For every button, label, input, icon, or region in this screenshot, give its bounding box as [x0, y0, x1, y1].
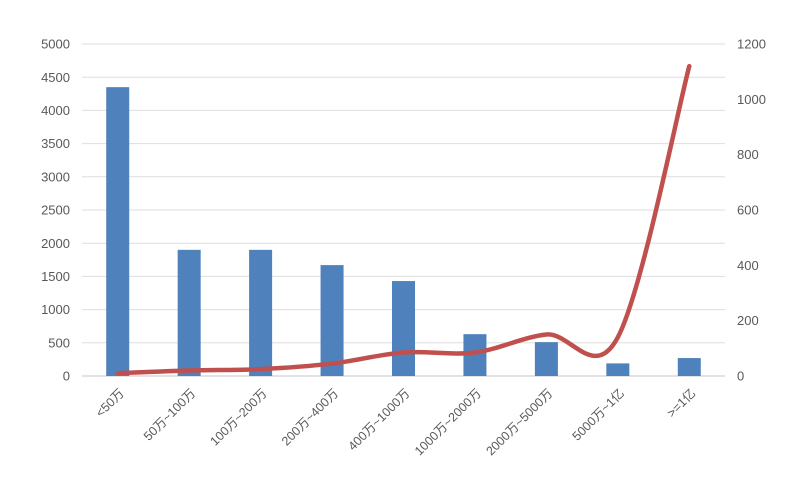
y-axis-right-tick-label: 600 [737, 203, 759, 218]
bar [606, 363, 630, 376]
y-axis-left-tick-label: 5000 [41, 37, 70, 52]
y-axis-left: 0 500 1000 1500 2000 2500 3000 3500 4000 4500 5000 [41, 37, 70, 384]
y-axis-left-tick-label: 3000 [41, 169, 70, 184]
y-axis-right-tick-label: 800 [737, 147, 759, 162]
y-axis-right-tick-label: 400 [737, 258, 759, 273]
x-axis-category-label: 50万~100万 [141, 386, 198, 443]
y-axis-right-tick-label: 200 [737, 313, 759, 328]
x-axis-category-label: 5000万~1亿 [569, 386, 627, 444]
x-axis-category-label: 400万~1000万 [345, 386, 412, 453]
x-axis-category-label: 100万~200万 [207, 386, 269, 448]
x-axis-category-label: 200万~400万 [279, 386, 341, 448]
y-axis-left-tick-label: 4000 [41, 103, 70, 118]
bar-series [106, 87, 701, 376]
y-axis-left-tick-label: 4500 [41, 70, 70, 85]
y-axis-left-tick-label: 2500 [41, 203, 70, 218]
bar [320, 265, 344, 376]
x-axis-category-label: 1000万~2000万 [412, 386, 484, 458]
y-axis-right-tick-label: 1200 [737, 37, 766, 52]
bar [677, 358, 701, 376]
y-axis-left-tick-label: 3500 [41, 136, 70, 151]
bar [463, 334, 487, 376]
y-axis-left-tick-label: 500 [48, 335, 70, 350]
x-axis: <50万 50万~100万 100万~200万 200万~400万 400万~1000万… [93, 386, 698, 459]
bar [249, 249, 273, 376]
x-axis-category-label: >=1亿 [664, 386, 699, 421]
y-axis-left-tick-label: 0 [63, 369, 70, 384]
bar [177, 249, 201, 376]
bar [392, 281, 415, 376]
y-axis-left-tick-label: 1500 [41, 269, 70, 284]
y-axis-right-tick-label: 0 [737, 369, 744, 384]
x-axis-category-label: <50万 [93, 386, 127, 420]
bar [106, 87, 130, 376]
bar [534, 342, 558, 376]
y-axis-right: 0 200 400 600 800 1000 1200 [737, 37, 766, 384]
y-axis-right-tick-label: 1000 [737, 92, 766, 107]
y-axis-left-tick-label: 2000 [41, 236, 70, 251]
x-axis-category-label: 2000万~5000万 [483, 386, 555, 458]
y-axis-left-tick-label: 1000 [41, 302, 70, 317]
line-series [115, 63, 692, 376]
